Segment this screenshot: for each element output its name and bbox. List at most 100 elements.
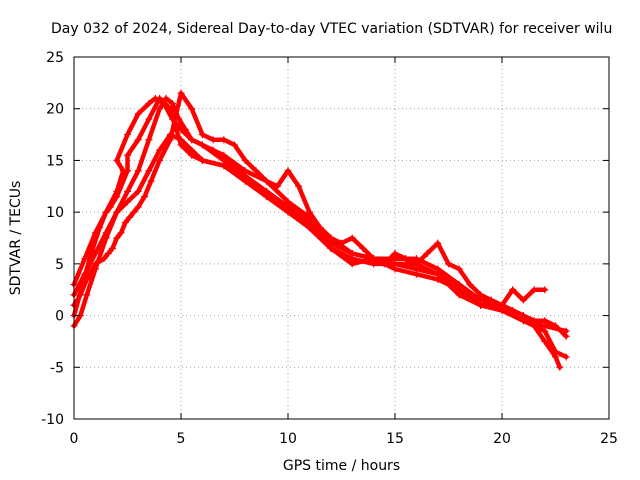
x-tick-label: 10 xyxy=(279,431,297,447)
data-point xyxy=(445,260,452,268)
data-point xyxy=(509,286,517,294)
data-point xyxy=(117,229,125,237)
data-point xyxy=(305,224,313,232)
data-point xyxy=(284,167,292,175)
data-point xyxy=(109,244,117,252)
series-track-1 xyxy=(70,94,570,335)
data-point xyxy=(519,296,527,304)
data-point xyxy=(455,265,463,273)
data-point xyxy=(177,125,185,133)
data-point xyxy=(91,260,99,268)
data-point xyxy=(124,187,131,195)
data-point xyxy=(134,167,142,175)
data-point xyxy=(198,131,206,139)
data-point xyxy=(198,156,206,164)
data-point xyxy=(102,208,110,216)
data-point xyxy=(530,317,538,325)
data-point xyxy=(220,162,228,170)
data-point xyxy=(477,301,485,309)
y-tick-label: -10 xyxy=(41,412,64,428)
x-tick-label: 15 xyxy=(386,431,404,447)
y-tick-label: 15 xyxy=(46,153,64,169)
data-point xyxy=(562,353,570,361)
data-point xyxy=(156,146,164,154)
data-point xyxy=(177,89,185,97)
data-point xyxy=(188,136,196,144)
data-point xyxy=(241,156,249,164)
data-point xyxy=(151,94,159,102)
series-track-5 xyxy=(70,94,570,340)
x-tick-label: 5 xyxy=(177,431,186,447)
data-point xyxy=(209,146,217,154)
data-point xyxy=(423,250,431,258)
data-point xyxy=(241,167,249,175)
data-point xyxy=(76,291,84,299)
y-tick-label: 20 xyxy=(46,102,64,118)
x-tick-label: 20 xyxy=(493,431,511,447)
data-point xyxy=(327,234,335,242)
data-point xyxy=(130,208,138,216)
data-point xyxy=(124,151,131,159)
y-tick-label: 5 xyxy=(55,257,64,273)
data-point xyxy=(198,141,206,149)
data-point xyxy=(160,100,168,108)
series-track-2 xyxy=(70,131,570,361)
data-point xyxy=(113,156,121,164)
data-point xyxy=(252,167,260,175)
x-tick-label: 25 xyxy=(600,431,618,447)
data-point xyxy=(519,312,527,320)
data-point xyxy=(541,327,549,335)
data-point xyxy=(147,177,155,185)
data-point xyxy=(412,260,420,268)
data-point xyxy=(455,286,463,294)
data-point xyxy=(498,301,506,309)
data-point xyxy=(241,177,249,185)
data-point xyxy=(121,218,129,226)
tick-layer: 0 5 10 15 20 25 -10 -5 0 5 10 15 20 25 xyxy=(41,50,618,447)
data-point xyxy=(104,250,112,258)
data-point xyxy=(134,110,142,118)
data-layer xyxy=(70,89,570,371)
data-point xyxy=(348,260,356,268)
data-point xyxy=(541,286,549,294)
data-point xyxy=(162,94,170,102)
data-point xyxy=(91,229,99,237)
data-point xyxy=(168,100,176,108)
data-point xyxy=(177,141,185,149)
data-point xyxy=(156,105,164,113)
data-point xyxy=(113,208,121,216)
y-tick-label: 25 xyxy=(46,50,64,66)
data-point xyxy=(119,167,127,175)
data-point xyxy=(284,208,292,216)
data-point xyxy=(126,213,134,221)
data-point xyxy=(220,136,228,144)
data-point xyxy=(562,332,570,340)
chart-title: Day 032 of 2024, Sidereal Day-to-day VTE… xyxy=(51,21,612,37)
y-tick-label: 0 xyxy=(55,309,64,325)
data-point xyxy=(359,244,367,252)
data-point xyxy=(209,136,217,144)
data-point xyxy=(348,250,356,258)
data-point xyxy=(305,213,313,221)
data-point xyxy=(100,255,108,263)
data-point xyxy=(552,322,559,330)
data-point xyxy=(145,167,153,175)
data-point xyxy=(188,105,196,113)
grid-layer xyxy=(74,57,609,419)
data-point xyxy=(477,291,485,299)
plot-frame xyxy=(73,56,610,420)
data-point xyxy=(134,136,142,144)
series-line xyxy=(71,96,569,339)
data-point xyxy=(434,265,442,273)
data-point xyxy=(188,151,196,159)
data-point xyxy=(434,239,442,247)
x-tick-label: 0 xyxy=(70,431,79,447)
data-point xyxy=(348,234,356,242)
data-point xyxy=(220,151,228,159)
y-tick-label: -5 xyxy=(50,360,64,376)
data-point xyxy=(402,255,410,263)
data-point xyxy=(83,291,91,299)
data-point xyxy=(370,255,378,263)
data-point xyxy=(263,177,271,185)
